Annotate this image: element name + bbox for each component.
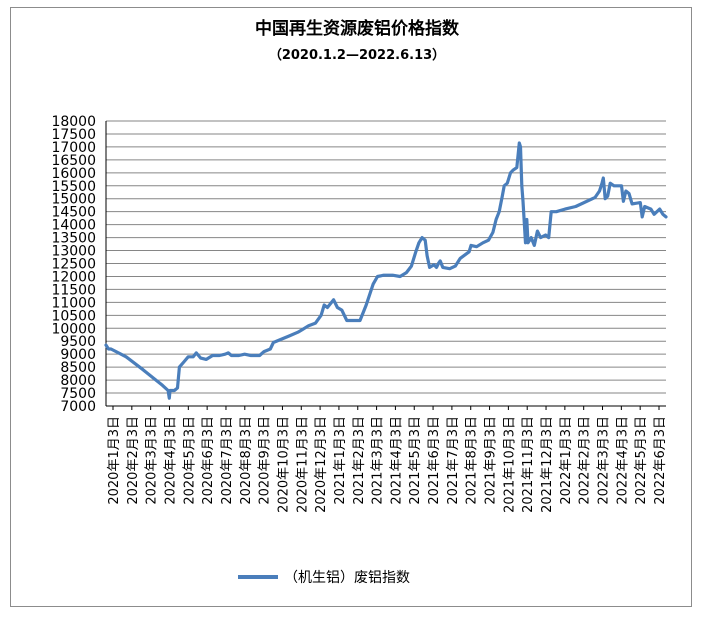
x-tick-label: 2021年11月3日	[521, 416, 536, 513]
y-tick-label: 14000	[51, 218, 96, 234]
y-tick-label: 14500	[51, 205, 96, 221]
x-tick-label: 2020年12月3日	[314, 416, 329, 513]
y-tick-label: 13500	[51, 231, 96, 247]
x-tick-label: 2022年3月3日	[597, 416, 612, 505]
y-tick-label: 9500	[60, 334, 96, 350]
x-tick-label: 2021年7月3日	[446, 416, 461, 505]
y-tick-label: 7500	[60, 386, 96, 402]
y-tick-label: 10500	[51, 308, 96, 324]
y-tick-label: 16000	[51, 166, 96, 182]
x-tick-label: 2021年12月3日	[540, 416, 555, 513]
x-tick-label: 2020年5月3日	[182, 416, 197, 505]
y-tick-label: 12000	[51, 269, 96, 285]
x-tick-label: 2021年8月3日	[465, 416, 480, 505]
x-tick-label: 2021年9月3日	[484, 416, 499, 505]
y-tick-label: 11000	[51, 295, 96, 311]
y-tick-label: 12500	[51, 257, 96, 273]
y-tick-label: 11500	[51, 282, 96, 298]
chart-subtitle: （2020.1.2—2022.6.13）	[268, 48, 446, 63]
y-tick-label: 7000	[60, 399, 96, 415]
series-line	[104, 141, 668, 400]
legend-swatch	[238, 575, 278, 579]
x-tick-label: 2021年4月3日	[389, 416, 404, 505]
y-tick-label: 15000	[51, 192, 96, 208]
chart-title: 中国再生资源废铝价格指数	[255, 19, 459, 39]
x-tick-label: 2022年6月3日	[653, 416, 668, 505]
y-tick-label: 10000	[51, 321, 96, 337]
y-tick-label: 15500	[51, 179, 96, 195]
y-tick-label: 13000	[51, 244, 96, 260]
x-tick-label: 2020年7月3日	[220, 416, 235, 505]
y-tick-label: 8500	[60, 360, 96, 376]
y-tick-label: 17000	[51, 140, 96, 156]
x-tick-label: 2020年6月3日	[201, 416, 216, 505]
x-tick-label: 2020年8月3日	[239, 416, 254, 505]
legend: （机生铝）废铝指数	[238, 566, 410, 588]
x-tick-label: 2021年2月3日	[352, 416, 367, 505]
x-tick-label: 2020年4月3日	[163, 416, 178, 505]
x-tick-label: 2022年2月3日	[578, 416, 593, 505]
x-tick-label: 2020年2月3日	[126, 416, 141, 505]
legend-label: （机生铝）废铝指数	[284, 570, 410, 586]
x-tick-label: 2022年5月3日	[634, 416, 649, 505]
y-tick-label: 9000	[60, 347, 96, 363]
y-tick-label: 16500	[51, 153, 96, 169]
y-tick-label: 8000	[60, 373, 96, 389]
x-tick-label: 2021年6月3日	[427, 416, 442, 505]
x-tick-label: 2020年9月3日	[258, 416, 273, 505]
x-tick-label: 2021年3月3日	[371, 416, 386, 505]
x-tick-label: 2021年1月3日	[333, 416, 348, 505]
x-tick-label: 2021年10月3日	[502, 416, 517, 513]
x-tick-label: 2022年4月3日	[615, 416, 630, 505]
x-tick-label: 2020年10月3日	[276, 416, 291, 513]
x-tick-label: 2020年1月3日	[107, 416, 122, 505]
x-tick-label: 2020年3月3日	[145, 416, 160, 505]
x-tick-label: 2022年1月3日	[559, 416, 574, 505]
y-tick-label: 18000	[51, 114, 96, 130]
y-tick-label: 17500	[51, 127, 96, 143]
x-tick-label: 2020年11月3日	[295, 416, 310, 513]
x-tick-label: 2021年5月3日	[408, 416, 423, 505]
